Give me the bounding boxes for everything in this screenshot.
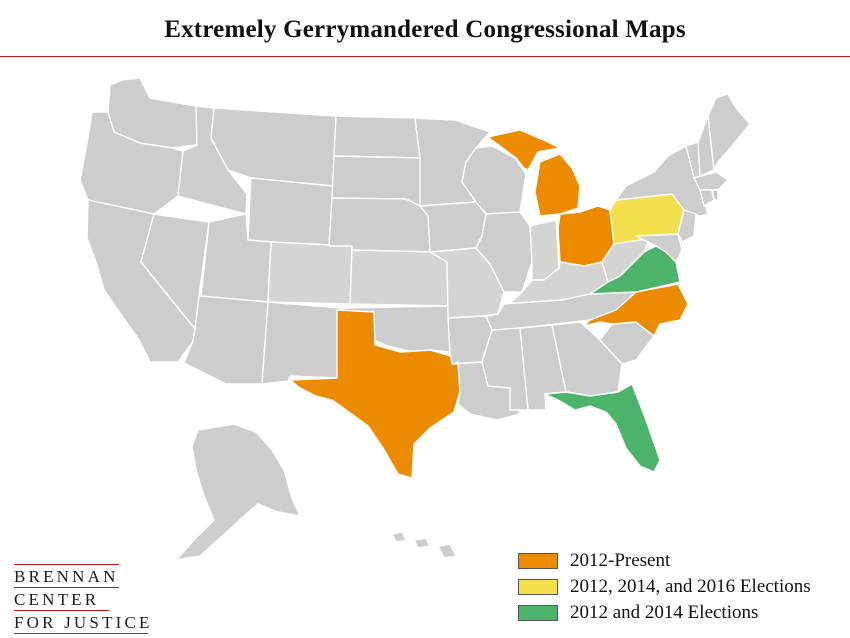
logo-rule xyxy=(14,633,148,634)
state-delaware xyxy=(677,233,685,253)
title-rule xyxy=(0,56,850,57)
state-maine xyxy=(707,93,751,171)
state-massachusetts xyxy=(693,171,729,191)
legend-item-2012-2014: 2012 and 2014 Elections xyxy=(518,600,848,626)
state-kansas xyxy=(349,249,449,307)
state-north-dakota xyxy=(333,115,421,159)
state-alaska xyxy=(175,423,301,561)
legend-label: 2012 and 2014 Elections xyxy=(570,602,759,623)
legend: 2012-Present 2012, 2014, and 2016 Electi… xyxy=(518,548,848,626)
logo-line-2: CENTER xyxy=(14,590,100,609)
legend-label: 2012, 2014, and 2016 Elections xyxy=(570,576,811,597)
legend-swatch-green xyxy=(518,605,558,621)
brennan-center-logo: BRENNAN CENTER FOR JUSTICE xyxy=(14,563,154,636)
state-hawaii xyxy=(391,531,457,559)
state-iowa xyxy=(419,201,487,253)
state-texas xyxy=(289,309,461,479)
legend-swatch-yellow xyxy=(518,579,558,595)
map-title: Extremely Gerrymandered Congressional Ma… xyxy=(164,16,686,43)
state-wyoming xyxy=(247,177,334,247)
state-colorado xyxy=(267,241,353,305)
logo-rule xyxy=(14,587,119,588)
state-new-mexico xyxy=(261,301,343,385)
state-michigan xyxy=(487,129,581,217)
legend-swatch-orange xyxy=(518,553,558,569)
legend-item-2012-present: 2012-Present xyxy=(518,548,848,574)
logo-rule xyxy=(14,610,109,611)
logo-rule xyxy=(14,564,119,565)
logo-line-1: BRENNAN xyxy=(14,567,119,586)
state-illinois xyxy=(475,211,533,293)
logo-line-3: FOR JUSTICE xyxy=(14,613,153,632)
state-new-jersey xyxy=(677,209,697,243)
state-florida xyxy=(544,383,661,473)
state-rhode-island xyxy=(711,189,719,201)
legend-item-2012-2014-2016: 2012, 2014, and 2016 Elections xyxy=(518,574,848,600)
legend-label: 2012-Present xyxy=(570,550,671,571)
